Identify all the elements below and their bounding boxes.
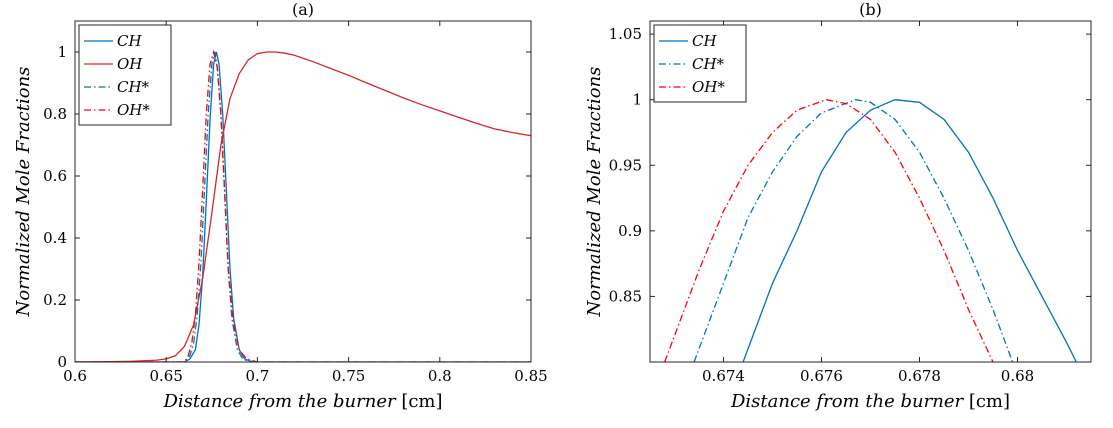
x-tick-label: 0.65 [149, 367, 182, 385]
x-tick-label: 0.674 [702, 367, 745, 385]
x-tick-label: 0.8 [428, 367, 452, 385]
y-tick-label: 0.4 [43, 229, 67, 247]
x-tick-label: 0.678 [898, 367, 941, 385]
legend: CH CH* OH* [653, 24, 747, 103]
x-tick-label: 0.676 [800, 367, 843, 385]
x-tick-label: 0.7 [245, 367, 269, 385]
series-line-ch [75, 51, 531, 362]
x-axis-unit: [cm] [969, 391, 1010, 412]
y-axis-label: Normalized Mole Fractions [13, 67, 34, 318]
legend-label: OH* [117, 101, 150, 119]
y-tick-label: 0.8 [43, 105, 67, 123]
series-line-oh-star [75, 49, 531, 362]
x-axis-label: Distance from the burner [cm] [730, 391, 1010, 412]
legend-label: CH* [692, 55, 725, 73]
y-tick-label: 0.95 [609, 156, 642, 174]
x-tick-label: 0.6 [63, 367, 87, 385]
y-tick-label: 0 [57, 353, 67, 371]
legend-label: OH* [692, 78, 725, 96]
y-tick-label: 0.2 [43, 291, 67, 309]
series-line-ch-star [75, 51, 531, 362]
y-tick-label: 1.05 [609, 25, 642, 43]
legend-label: CH* [117, 78, 150, 96]
axes-frame [74, 20, 532, 363]
x-axis-label: Distance from the burner [cm] [162, 391, 442, 412]
panel-title: (a) [292, 0, 314, 19]
series-line-ch-star [693, 99, 1014, 362]
legend: CH OH CH* OH* [78, 24, 172, 126]
panel-title: (b) [859, 0, 882, 19]
chart-panel-b: (b) 0.674 0.676 0.678 0.68 0.85 0.9 0.95 1 1.05 Di… [584, 0, 1092, 412]
x-tick-label: 0.75 [332, 367, 365, 385]
chart-panel-a: (a) 0.6 0.65 0.7 0.75 0.8 0.85 0 0.2 0.4 0.6 0.8 1 Di… [13, 0, 548, 412]
x-tick-label: 0.85 [514, 367, 547, 385]
axes-frame [649, 20, 1092, 363]
legend-label: CH [692, 32, 717, 50]
legend-label: OH [117, 55, 143, 73]
legend-label: CH [117, 32, 142, 50]
y-tick-label: 0.6 [43, 167, 67, 185]
x-tick-label: 0.68 [1001, 367, 1034, 385]
y-axis-label: Normalized Mole Fractions [584, 67, 605, 318]
y-tick-label: 0.9 [618, 222, 642, 240]
legend-box [78, 24, 172, 126]
series-line-oh-star [664, 99, 994, 362]
y-tick-label: 0.85 [609, 287, 642, 305]
y-tick-label: 1 [632, 91, 642, 109]
x-axis-unit: [cm] [401, 391, 442, 412]
y-tick-label: 1 [57, 43, 67, 61]
x-axis-label-text: Distance from the burner [162, 391, 401, 412]
series-line-oh [75, 51, 531, 362]
x-axis-label-text: Distance from the burner [730, 391, 969, 412]
series-line-ch [742, 99, 1077, 362]
